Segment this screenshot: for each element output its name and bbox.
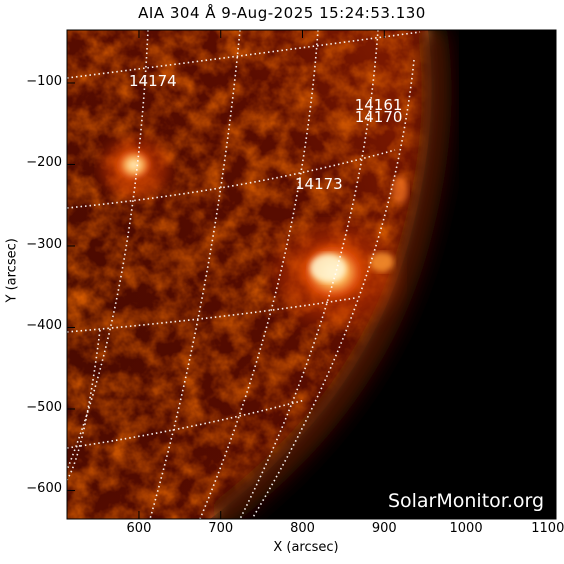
x-tick-label: 600 (126, 521, 152, 536)
limb-bright-patch-2 (392, 176, 408, 204)
latitude-line (67, 399, 306, 449)
longitude-line (199, 30, 319, 519)
y-tick-label: −500 (26, 399, 62, 415)
x-tick-label: 700 (208, 521, 234, 536)
axis-ticks (67, 30, 556, 519)
x-tick-label: 1100 (531, 521, 564, 536)
x-tick-label: 1000 (449, 521, 483, 536)
off-limb-corona (207, 30, 452, 519)
x-axis-label: X (arcsec) (273, 540, 339, 555)
watermark: SolarMonitor.org (388, 490, 544, 512)
plot-border (66, 29, 557, 520)
region-label-14170: 14170 (355, 108, 403, 126)
longitude-line (251, 59, 415, 519)
region-label-14161: 14161 (355, 96, 403, 114)
y-tick-label: −600 (26, 481, 62, 497)
y-tick-label: −200 (26, 155, 62, 171)
active-region-14173-core (310, 254, 346, 282)
latitude-line (67, 31, 421, 79)
y-tick-label: −300 (26, 236, 62, 252)
region-label-14173: 14173 (295, 175, 343, 193)
y-axis-label: Y (arcsec) (4, 238, 20, 303)
limb-bright-patch (370, 252, 394, 272)
longitude-line (239, 30, 379, 519)
x-tick-label: 800 (290, 521, 315, 536)
longitude-line (67, 329, 101, 481)
active-region-14174 (114, 147, 154, 183)
region-label-14174: 14174 (129, 72, 177, 90)
latitude-line (67, 149, 396, 209)
x-tick-label: 900 (371, 521, 397, 536)
y-tick-label: −400 (26, 318, 62, 334)
plot-title: AIA 304 Å 9-Aug-2025 15:24:53.130 (138, 4, 426, 22)
latitude-line (67, 297, 356, 333)
heliographic-grid (67, 30, 421, 519)
y-tick-label: −100 (26, 73, 62, 89)
